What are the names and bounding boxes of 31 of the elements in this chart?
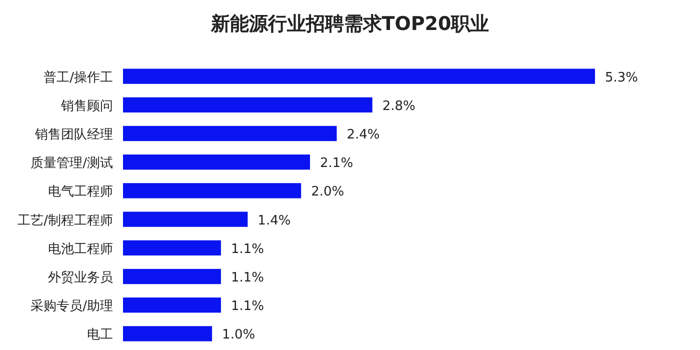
data-label: 1.1% bbox=[230, 299, 264, 314]
data-label: 1.1% bbox=[230, 270, 264, 286]
bar bbox=[123, 126, 337, 142]
bar bbox=[123, 240, 221, 256]
bar bbox=[123, 97, 372, 112]
y-tick-label: 电气工程师 bbox=[48, 184, 113, 200]
bar bbox=[123, 268, 221, 284]
bar bbox=[123, 183, 302, 198]
y-tick-label: 工艺/制程工程师 bbox=[18, 213, 113, 228]
y-tick-label: 电工 bbox=[87, 328, 113, 343]
data-label: 1.0% bbox=[222, 328, 256, 343]
y-tick-label: 普工/操作工 bbox=[44, 69, 113, 86]
bar bbox=[123, 68, 595, 84]
y-tick-label: 采购专员/助理 bbox=[30, 299, 113, 314]
y-tick-label: 质量管理/测试 bbox=[30, 156, 113, 172]
data-label: 1.1% bbox=[230, 242, 264, 257]
data-label: 5.3% bbox=[605, 70, 638, 86]
bar bbox=[123, 298, 221, 313]
bar bbox=[123, 154, 310, 170]
data-label: 2.4% bbox=[346, 128, 380, 142]
chart-title: 新能源行业招聘需求TOP20职业 bbox=[210, 13, 490, 35]
y-tick-label: 外贸业务员 bbox=[48, 270, 113, 286]
data-label: 2.8% bbox=[382, 98, 416, 114]
data-label: 1.4% bbox=[258, 213, 291, 228]
bar bbox=[123, 326, 212, 342]
data-label: 2.0% bbox=[311, 184, 344, 200]
data-label: 2.1% bbox=[320, 156, 354, 172]
y-tick-label: 销售团队经理 bbox=[34, 128, 113, 142]
y-tick-label: 电池工程师 bbox=[48, 242, 113, 257]
y-tick-label: 销售顾问 bbox=[60, 98, 113, 114]
bar bbox=[123, 212, 248, 227]
